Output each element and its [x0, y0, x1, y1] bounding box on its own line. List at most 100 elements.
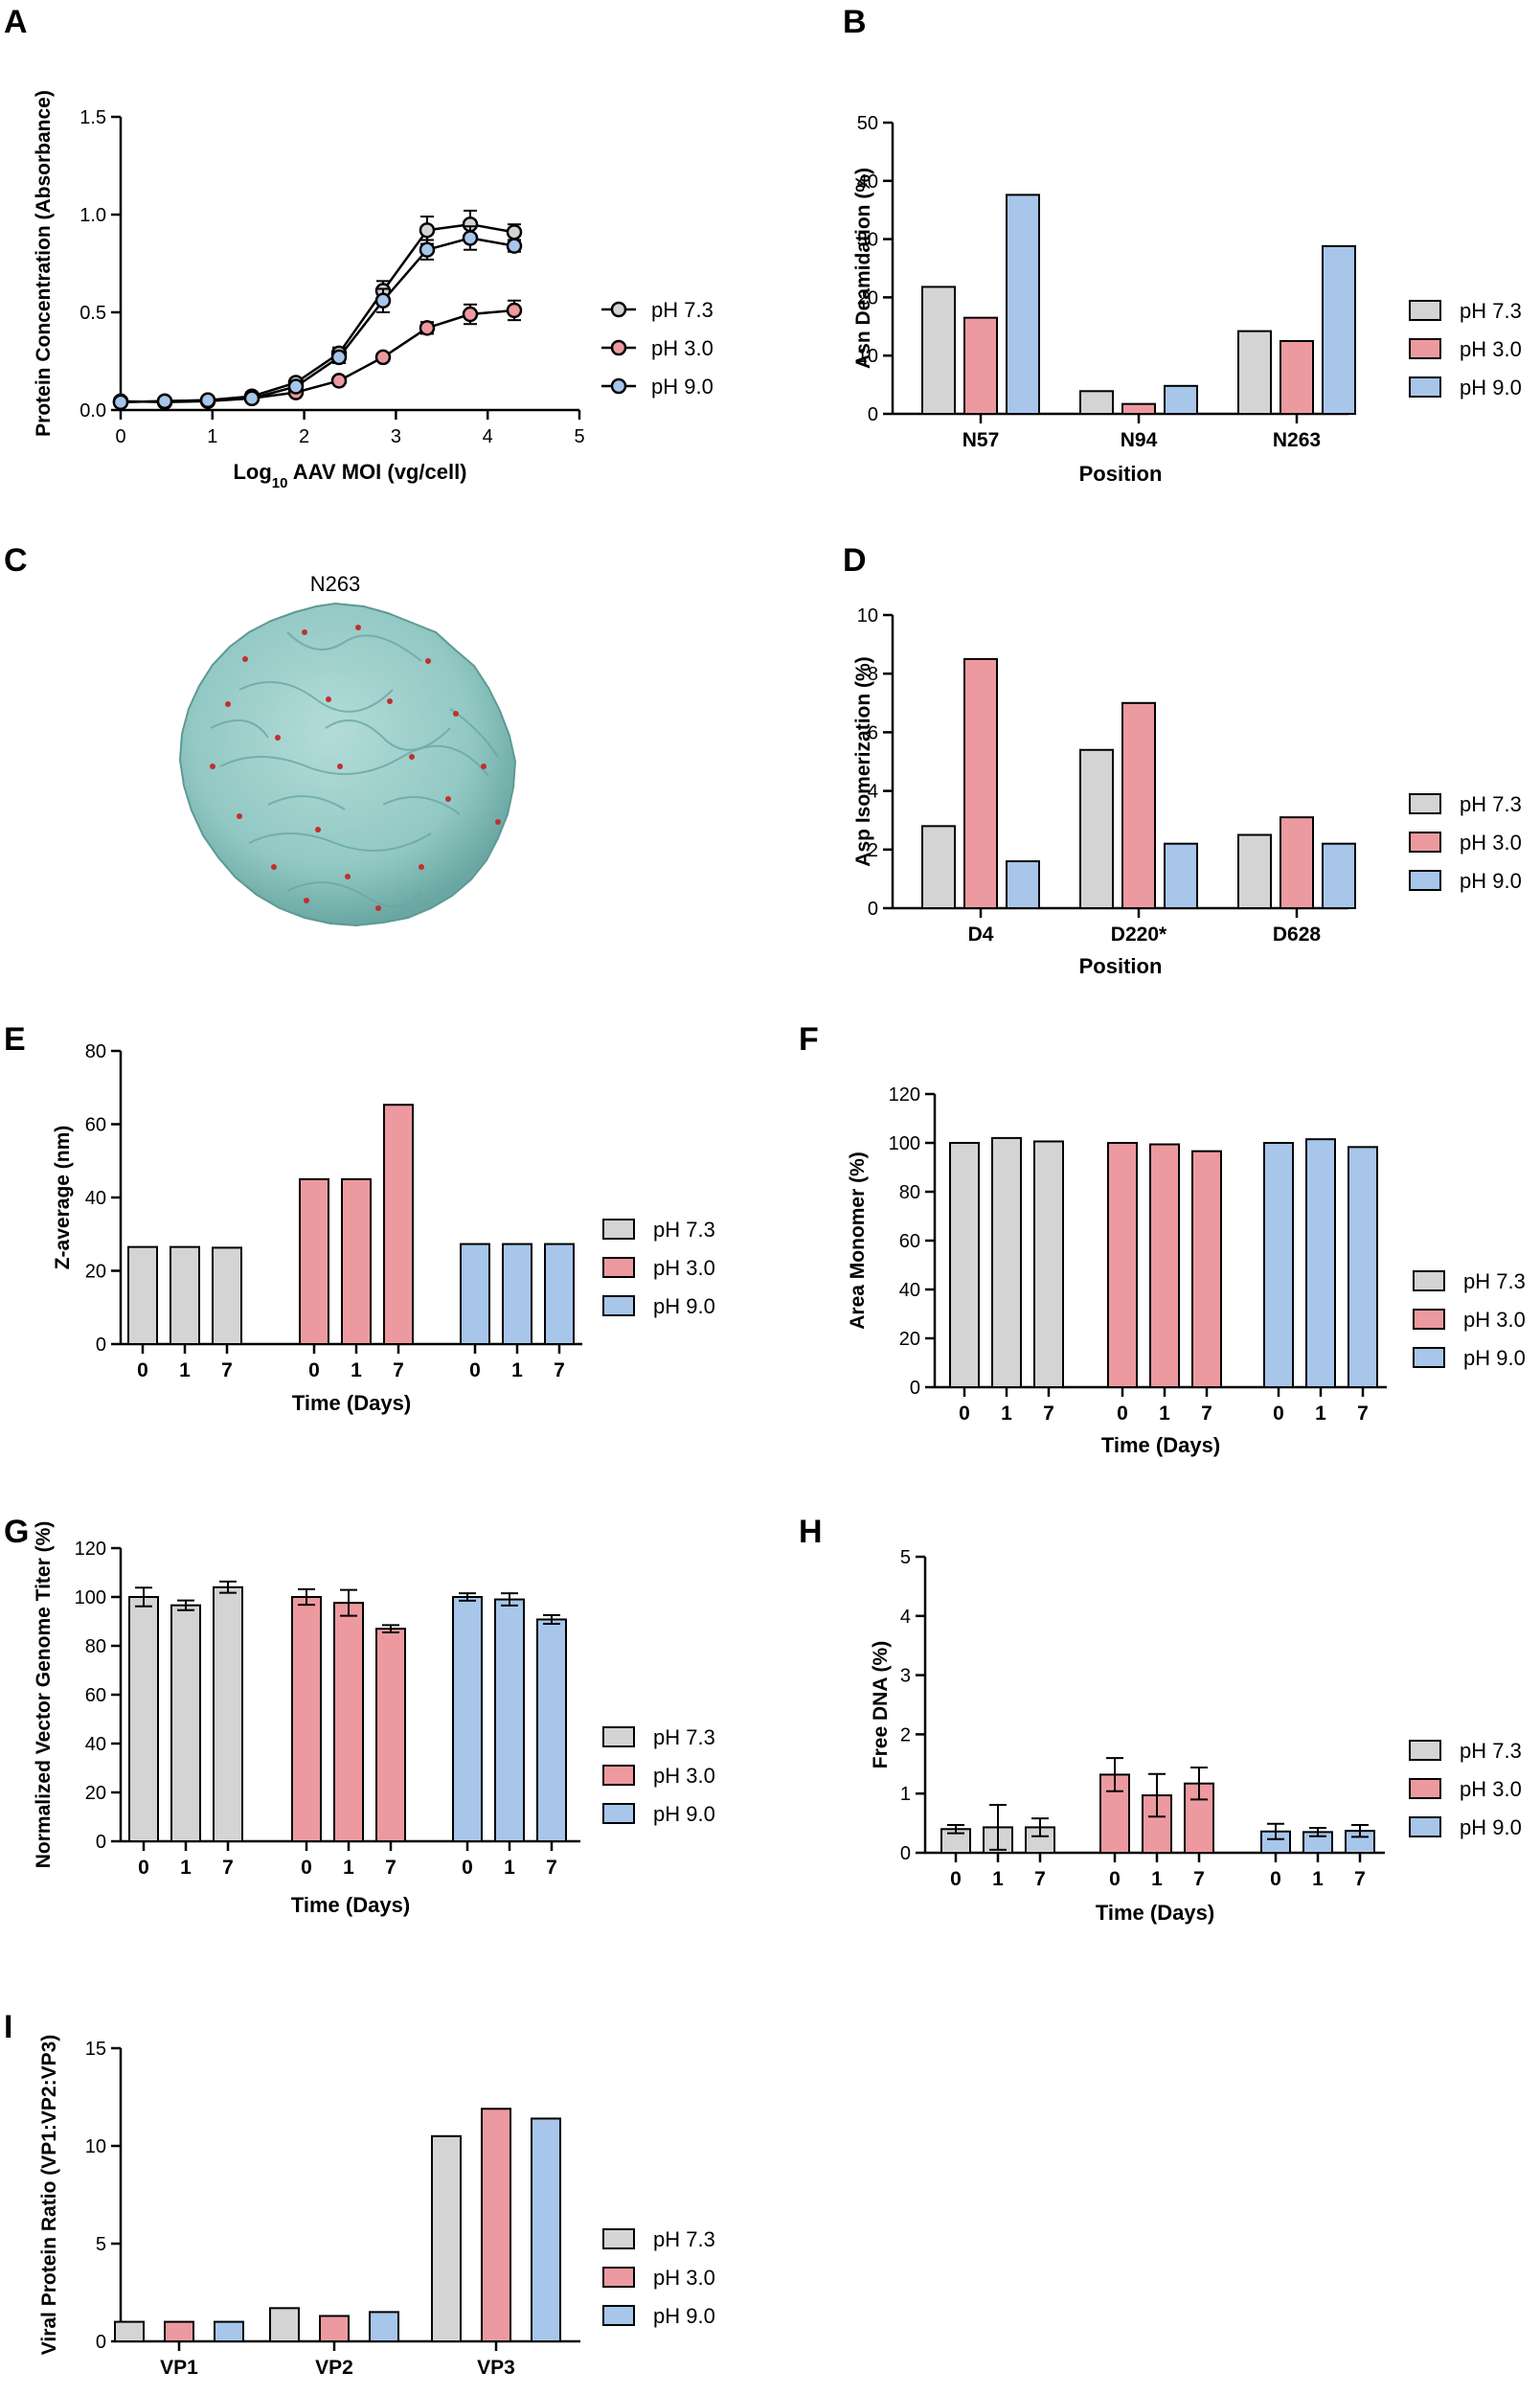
bar [341, 1177, 372, 1345]
x-axis-title: Time (Days) [1101, 1433, 1220, 1457]
x-tick-label: 7 [546, 1857, 557, 1879]
bar [431, 2134, 462, 2343]
bar [1006, 860, 1040, 909]
data-point [462, 230, 479, 246]
y-tick-label: 100 [889, 1133, 920, 1154]
x-tick-label: 0 [959, 1403, 970, 1425]
panel-letter: G [4, 1514, 29, 1550]
panel-letter: C [4, 542, 28, 579]
x-tick-label: D4 [968, 924, 994, 946]
x-tick-label: 3 [391, 426, 401, 447]
x-tick-label: 1 [180, 1857, 192, 1879]
x-tick-label: 0 [138, 1857, 149, 1879]
legend-swatch [602, 2267, 635, 2288]
y-tick-label: 0 [96, 2332, 106, 2353]
bar [1107, 1142, 1138, 1388]
y-axis-title: Viral Protein Ratio (VP1:VP2:VP3) [38, 2035, 60, 2356]
fit-curve [120, 237, 515, 404]
y-tick-label: 4 [900, 1607, 911, 1628]
y-tick-label: 1.5 [79, 107, 106, 128]
panel-letter: F [799, 1021, 819, 1058]
legend-label: pH 3.0 [653, 1764, 715, 1788]
legend-label: pH 9.0 [653, 1802, 715, 1826]
y-tick-label: 0 [900, 1843, 911, 1864]
y-tick-label: 0 [868, 404, 878, 425]
y-axis-title: Z-average (nm) [52, 1126, 74, 1270]
y-tick-label: 20 [899, 1329, 920, 1350]
y-tick-label: 4 [868, 782, 878, 803]
legend-label: pH 9.0 [653, 1294, 715, 1318]
x-tick-label: 1 [504, 1857, 515, 1879]
legend-swatch [602, 1295, 635, 1316]
legend-label: pH 7.3 [653, 2227, 715, 2251]
legend-marker [610, 339, 627, 356]
x-tick-label: D628 [1273, 924, 1322, 946]
y-tick-label: 0.5 [79, 303, 106, 324]
y-tick-label: 10 [857, 346, 878, 367]
y-tick-label: 40 [899, 1280, 920, 1301]
x-tick-label: 1 [351, 1359, 362, 1381]
x-tick-label: 1 [992, 1868, 1004, 1890]
legend-label: pH 7.3 [653, 1218, 715, 1242]
panel-letter: E [4, 1021, 26, 1058]
bar [963, 657, 998, 910]
x-tick-label: 7 [222, 1857, 234, 1879]
y-tick-label: 80 [85, 1636, 106, 1657]
legend-swatch [1409, 832, 1441, 853]
y-tick-label: 20 [85, 1783, 106, 1804]
legend-swatch [1409, 338, 1441, 359]
bar [1164, 842, 1198, 909]
data-point [462, 306, 479, 323]
x-tick-label: 7 [1357, 1403, 1369, 1425]
data-point [374, 349, 392, 366]
data-point [156, 393, 173, 410]
legend-swatch [602, 1803, 635, 1824]
x-tick-label: 1 [1151, 1868, 1163, 1890]
bar [1280, 340, 1314, 415]
capsid-structure-image [178, 602, 517, 927]
y-tick-label: 0 [96, 1334, 106, 1356]
y-tick-label: 60 [85, 1685, 106, 1706]
legend-swatch [1409, 1740, 1441, 1761]
legend-label: pH 7.3 [1463, 1269, 1526, 1293]
legend-label: pH 7.3 [1460, 792, 1522, 816]
y-tick-label: 5 [96, 2234, 106, 2255]
y-tick-label: 1 [900, 1784, 911, 1805]
bar [1237, 833, 1272, 909]
structure-label: N263 [310, 572, 361, 596]
x-axis-title: Log10 AAV MOI (vg/cell) [233, 460, 466, 491]
x-tick-label: 0 [462, 1857, 473, 1879]
bar [213, 1585, 243, 1843]
x-tick-label: N57 [962, 429, 1000, 451]
x-tick-label: 1 [1159, 1403, 1170, 1425]
x-tick-label: 1 [179, 1359, 191, 1381]
x-tick-label: 7 [1034, 1868, 1046, 1890]
y-tick-label: 50 [857, 113, 878, 134]
panel-H-chart: 0 1 2 3 4 5 Free DNA (%) H 0 1 7 0 1 7 0 1 7 Time (Days) p… [799, 1514, 1522, 1925]
x-tick-label: 0 [115, 426, 125, 447]
x-tick-label: N263 [1273, 429, 1321, 451]
bar [1121, 701, 1156, 909]
legend-label: pH 7.3 [1460, 1739, 1522, 1763]
panel-letter: A [4, 4, 28, 40]
bar [452, 1596, 483, 1842]
legend-label: pH 9.0 [1460, 1815, 1522, 1839]
x-tick-label: 0 [1270, 1868, 1281, 1890]
y-tick-label: 40 [85, 1188, 106, 1209]
y-tick-label: 0 [96, 1832, 106, 1853]
legend-marker [610, 301, 627, 318]
x-tick-label: 0 [137, 1359, 148, 1381]
data-point [112, 394, 129, 411]
legend-label: pH 3.0 [653, 1256, 715, 1280]
x-axis-title: Position [1079, 954, 1163, 978]
x-tick-label: 7 [1354, 1868, 1366, 1890]
bar [963, 316, 998, 415]
bar [460, 1243, 490, 1346]
legend-label: pH 3.0 [1460, 337, 1522, 361]
data-point [287, 378, 305, 395]
x-tick-label: 7 [1201, 1403, 1212, 1425]
y-tick-label: 80 [899, 1182, 920, 1203]
x-axis-title: Time (Days) [292, 1391, 411, 1415]
bar [319, 2315, 350, 2342]
